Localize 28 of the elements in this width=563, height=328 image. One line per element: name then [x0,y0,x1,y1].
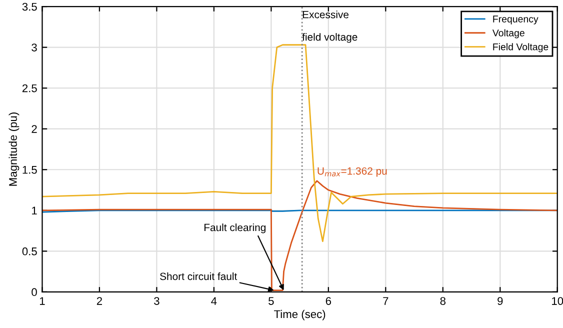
y-tick-label: 3.5 [22,2,37,11]
x-axis-title: Time (sec) [274,310,326,320]
x-tick-label: 8 [440,297,446,305]
legend-label: Frequency [493,16,538,24]
y-tick-label: 0 [32,288,37,296]
y-tick-label: 0.5 [22,247,37,256]
x-tick-label: 1 [40,297,45,305]
y-axis-title: Magnitude (pu) [8,112,20,186]
y-tick-label: 2 [32,125,37,133]
legend-label: Field Voltage [493,43,548,52]
x-tick-label: 4 [211,297,217,305]
line-series [42,44,558,242]
x-tick-label: 10 [552,297,563,305]
legend-label: Voltage [492,29,524,38]
annotation: U$_{max}$=1.362 pu [318,167,387,177]
y-tick-label: 1.5 [22,166,37,174]
x-tick-label: 9 [498,297,503,305]
x-tick-label: 2 [96,297,102,305]
annotation: Fault clearing [204,224,266,234]
x-tick-label: 7 [383,297,388,305]
text: Excessive field voltage [302,10,358,43]
y-tick-label: 2.5 [22,84,37,92]
x-tick-label: 3 [154,297,160,305]
y-tick-label: 3 [32,44,37,52]
x-tick-label: 5 [268,297,274,305]
y-tick-label: 1 [32,206,37,214]
annotation: Short circuit fault [160,272,238,280]
x-tick-label: 6 [326,297,332,305]
